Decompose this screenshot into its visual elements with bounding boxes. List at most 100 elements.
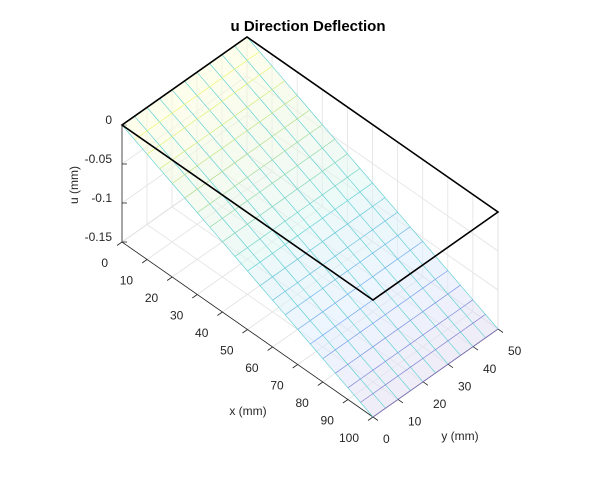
surface-face [247, 121, 273, 146]
surface-face [410, 311, 436, 335]
surface-face [372, 384, 398, 409]
surface-face [134, 107, 160, 131]
surface-face [234, 154, 260, 178]
surface-face [222, 116, 248, 140]
z-tick-label: -0.15 [85, 230, 113, 244]
surface-face [197, 203, 223, 228]
surface-face [259, 159, 285, 184]
surface-face [309, 171, 335, 195]
chart-title: u Direction Deflection [230, 18, 385, 35]
x-tick [342, 399, 349, 404]
surface-face [385, 352, 411, 376]
surface-face [209, 171, 235, 195]
surface-face [209, 218, 235, 242]
x-tick [367, 416, 374, 421]
surface-face [422, 256, 448, 280]
y-tick [497, 328, 504, 333]
surface-face [385, 212, 411, 236]
mesh-line [134, 51, 260, 140]
x-tick [317, 381, 324, 386]
surface-face [209, 78, 235, 102]
surface-face [184, 119, 210, 143]
mesh-line [335, 284, 461, 374]
surface-face [272, 104, 298, 128]
surface-face [222, 45, 248, 70]
surface-face [397, 367, 423, 391]
surface-face [184, 95, 210, 119]
surface-face [272, 197, 298, 222]
surface-face [209, 148, 235, 172]
surface-face [335, 247, 361, 271]
x-tick-label: 100 [339, 431, 359, 445]
y-tick [397, 399, 404, 404]
surface-face [360, 206, 386, 230]
surface-face [385, 282, 411, 306]
y-tick-label: 20 [433, 397, 447, 411]
x-tick [116, 241, 123, 246]
surface-face [347, 262, 373, 286]
mesh-line [297, 241, 423, 330]
surface-face [172, 104, 198, 128]
surface-face [247, 168, 273, 192]
surface-face [159, 89, 185, 114]
surface-face [259, 66, 285, 90]
surface-face [172, 81, 198, 105]
surface-face [347, 238, 373, 262]
surface-face [297, 250, 323, 274]
surface-face [410, 288, 436, 312]
surface-face [310, 218, 336, 242]
surface-face [322, 162, 348, 186]
mesh-line [171, 95, 298, 184]
surface-face [372, 338, 398, 362]
y-tick-label: 50 [508, 344, 522, 358]
surface-face [360, 300, 386, 324]
surface-face [447, 285, 473, 309]
surface-face [285, 306, 311, 330]
surface-face [209, 195, 235, 219]
surface-face [260, 253, 286, 277]
surface-face [222, 139, 248, 163]
surface-face [372, 221, 398, 245]
surface-face [284, 95, 310, 119]
surface-face [184, 142, 210, 166]
y-tick [372, 416, 379, 421]
surface-face [372, 244, 398, 268]
mesh-line [197, 124, 323, 213]
surface-face [410, 358, 436, 382]
y-tick [472, 346, 479, 351]
surface-face [435, 317, 461, 341]
x-tick-label: 0 [101, 256, 108, 270]
surface-face [159, 113, 185, 137]
y-tick-label: 40 [483, 362, 497, 376]
surface-face [234, 177, 260, 201]
mesh-line [322, 270, 449, 359]
surface-face [209, 54, 235, 78]
surface-face [260, 276, 286, 301]
surface-face [322, 326, 348, 350]
surface-face [297, 273, 323, 298]
plate-outline [120, 36, 500, 301]
surface-face [347, 285, 373, 309]
surface-face [184, 72, 210, 96]
surface-face [259, 89, 285, 113]
surface-face [222, 233, 248, 257]
x-tick-label: 90 [321, 414, 335, 428]
y-axis-label: y (mm) [441, 429, 478, 443]
surface-face [335, 294, 361, 318]
surface-face [435, 340, 461, 365]
surface-face [284, 189, 310, 213]
surface-face [234, 37, 260, 61]
surface-face [272, 268, 298, 292]
surface-face [222, 209, 248, 233]
surface-face [385, 376, 411, 400]
surface-face [397, 250, 423, 274]
surface-face [285, 259, 311, 283]
surface-face [410, 335, 436, 359]
surface-face [322, 209, 348, 233]
surface-face [297, 320, 323, 344]
surface-face [435, 270, 461, 294]
surface-face [259, 230, 285, 254]
surface-face [247, 238, 273, 263]
surface-face [372, 197, 398, 221]
